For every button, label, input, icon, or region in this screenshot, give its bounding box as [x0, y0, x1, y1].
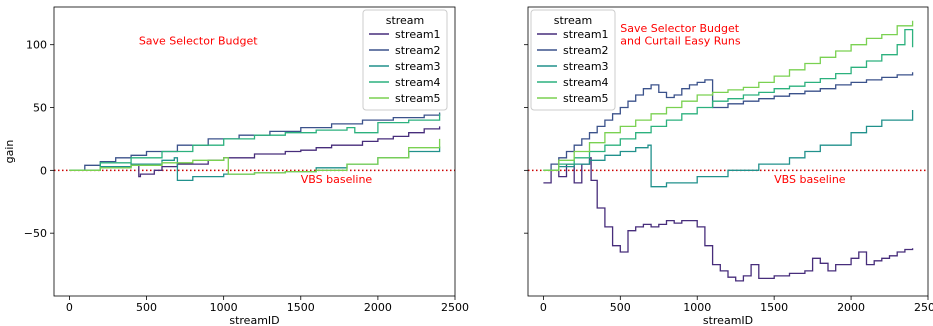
x-tick-label: 500	[136, 301, 157, 314]
y-tick-label: 0	[40, 164, 47, 177]
legend-entry-stream2: stream2	[395, 44, 441, 57]
legend-entry-stream4: stream4	[563, 76, 609, 89]
series-line-stream2	[69, 112, 441, 171]
plot-frame	[53, 6, 456, 297]
legend-entry-stream1: stream1	[395, 28, 441, 41]
chart-panel-left: 0 500 1000 1500 2000 2500 −50 0 50 100 streamID gai…	[3, 6, 469, 326]
legend-entry-stream5: stream5	[563, 92, 609, 105]
x-tick-label: 1000	[210, 301, 238, 314]
series-line-stream3	[543, 110, 914, 188]
vbs-baseline-annotation: VBS baseline	[774, 173, 846, 186]
panel-annotation: Save Selector Budget	[139, 35, 258, 48]
y-tick-label: 50	[33, 102, 47, 115]
x-tick-label: 1500	[760, 301, 788, 314]
x-axis-label: streamID	[229, 314, 279, 326]
series-line-stream1	[543, 157, 914, 282]
series-line-stream1	[69, 126, 441, 178]
x-tick-label: 0	[66, 301, 73, 314]
chart-panel-right: 0 500 1000 1500 2000 2500 streamID Save Selecto…	[524, 6, 933, 326]
legend-entry-stream4: stream4	[395, 76, 441, 89]
series-line-stream2	[543, 72, 914, 171]
x-tick-label: 2500	[441, 301, 469, 314]
legend-entry-stream2: stream2	[563, 44, 609, 57]
y-tick-label: 100	[26, 39, 47, 52]
x-tick-label: 500	[610, 301, 631, 314]
series-line-stream5	[69, 138, 441, 175]
legend-entry-stream1: stream1	[563, 28, 609, 41]
plot-frame	[527, 6, 929, 297]
legend-title: stream	[554, 14, 593, 27]
panel-annotation: and Curtail Easy Runs	[620, 35, 741, 48]
x-axis-label: streamID	[703, 314, 753, 326]
x-tick-label: 2500	[914, 301, 933, 314]
vbs-baseline-annotation: VBS baseline	[301, 173, 373, 186]
legend-box	[530, 9, 616, 111]
x-tick-label: 2000	[364, 301, 392, 314]
series-line-stream4	[69, 113, 441, 171]
x-tick-label: 2000	[837, 301, 865, 314]
legend-entry-stream3: stream3	[563, 60, 609, 73]
legend-title: stream	[386, 14, 425, 27]
series-line-stream5	[543, 20, 914, 171]
y-tick-label: −50	[24, 227, 47, 240]
y-axis-label: gain	[3, 140, 16, 164]
legend-entry-stream5: stream5	[395, 92, 441, 105]
legend-entry-stream3: stream3	[395, 60, 441, 73]
x-tick-label: 1500	[287, 301, 315, 314]
x-tick-label: 1000	[683, 301, 711, 314]
x-tick-label: 0	[540, 301, 547, 314]
series-line-stream4	[543, 28, 914, 171]
legend-box	[362, 9, 448, 111]
panel-annotation: Save Selector Budget	[620, 22, 739, 35]
